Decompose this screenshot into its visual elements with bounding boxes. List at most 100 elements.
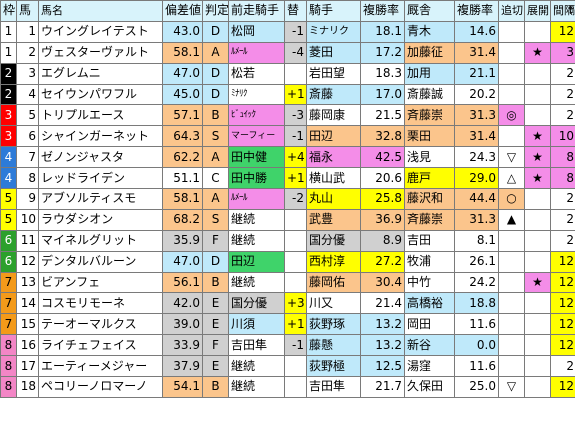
sort-arrow-icon[interactable]: ↑: [565, 4, 575, 17]
cell-umaban: 16: [16, 334, 39, 357]
table-row[interactable]: 3 5 トリプルエース 57.1 B ﾋﾞｭｲｯｸ -3 藤岡康 21.5 斉藤崇 31.3 ◎ 2: [0, 104, 575, 127]
cell-stable: 久保田: [404, 376, 455, 398]
header-stable[interactable]: 厩舎: [404, 0, 455, 22]
table-row[interactable]: 7 13 ビアンフェ 56.1 B 継続 藤岡佑 30.4 中竹 24.2 ★ 12: [0, 271, 575, 294]
cell-stable-rate: 0.0: [454, 334, 499, 357]
cell-rank: F: [202, 229, 229, 252]
cell-oikiri: [498, 62, 525, 85]
table-row[interactable]: 8 18 ペコリーノロマーノ 54.1 B 継続 吉田隼 21.7 久保田 25.0 ▽ 12: [0, 376, 575, 398]
cell-rank: D: [202, 250, 229, 273]
cell-stable-rate: 25.0: [454, 376, 499, 398]
table-row[interactable]: 3 6 シャインガーネット 64.3 S マーフィー -1 田辺 32.8 栗田 31.4 ★ 10: [0, 125, 575, 148]
cell-waku: 5: [0, 188, 17, 210]
header-change[interactable]: 替: [284, 0, 307, 22]
table-row[interactable]: 1 2 ヴェスターヴァルト 58.1 A ﾙﾒｰﾙ -4 菱田 17.2 加藤征 31.4 ★ 3: [0, 41, 575, 64]
cell-stable-rate: 20.2: [454, 83, 499, 106]
table-row[interactable]: 5 10 ラウダシオン 68.2 S 継続 武豊 36.9 斉藤崇 31.3 ▲ 2: [0, 208, 575, 231]
table-row[interactable]: 8 17 エーティーメジャー 37.9 E 継続 荻野極 12.5 湯窪 11.6 2: [0, 355, 575, 378]
cell-kankaku: 12: [550, 292, 575, 315]
cell-tenkai: [524, 376, 551, 398]
cell-score: 56.1: [162, 271, 203, 294]
table-row[interactable]: 6 12 デンタルバルーン 47.0 D 田辺 西村淳 27.2 牧浦 26.1 12: [0, 250, 575, 273]
table-row[interactable]: 7 14 コスモリモーネ 42.0 E 国分優 +3 川又 21.4 高橋裕 18.8 12: [0, 292, 575, 315]
header-rank[interactable]: 判定: [202, 0, 229, 22]
cell-horse-name: ペコリーノロマーノ: [38, 376, 163, 398]
cell-change: [284, 229, 307, 252]
cell-horse-name: ウイングレイテスト: [38, 20, 163, 43]
table-row[interactable]: 7 15 テーオーマルクス 39.0 E 川須 +1 荻野琢 13.2 岡田 11.6 12: [0, 313, 575, 336]
cell-score: 47.0: [162, 62, 203, 85]
cell-stable-rate: 29.0: [454, 167, 499, 190]
table-row[interactable]: 4 8 レッドライデン 51.1 C 田中勝 +1 横山武 20.6 鹿戸 29.0 △ ★ 8: [0, 167, 575, 190]
cell-stable: 加用: [404, 62, 455, 85]
header-jockey-rate[interactable]: 複勝率: [360, 0, 405, 22]
cell-umaban: 9: [16, 188, 39, 210]
header-umaban[interactable]: 馬: [16, 0, 39, 22]
cell-jockey: 西村淳: [306, 250, 361, 273]
cell-change: [284, 355, 307, 378]
cell-umaban: 12: [16, 250, 39, 273]
cell-jockey-rate: 18.3: [360, 62, 405, 85]
header-jockey[interactable]: 騎手: [306, 0, 361, 22]
cell-stable-rate: 44.4: [454, 188, 499, 210]
cell-tenkai: [524, 334, 551, 357]
cell-stable-rate: 31.4: [454, 125, 499, 148]
cell-rank: E: [202, 292, 229, 315]
cell-waku: 8: [0, 334, 17, 357]
cell-waku: 3: [0, 104, 17, 127]
cell-stable-rate: 21.1: [454, 62, 499, 85]
cell-horse-name: マイネルグリット: [38, 229, 163, 252]
cell-umaban: 2: [16, 41, 39, 64]
cell-stable: 斉藤崇: [404, 208, 455, 231]
header-prev-jockey[interactable]: 前走騎手: [228, 0, 285, 22]
cell-stable-rate: 31.4: [454, 41, 499, 64]
table-row[interactable]: 4 7 ゼノンジャスタ 62.2 A 田中健 +4 福永 42.5 浅見 24.3 ▽ ★ 8: [0, 146, 575, 169]
cell-stable-rate: 31.3: [454, 208, 499, 231]
table-row[interactable]: 8 16 ライチェフェイス 33.9 F 吉田隼 -1 藤懸 13.2 新谷 0.0 12: [0, 334, 575, 357]
cell-stable: 牧浦: [404, 250, 455, 273]
cell-jockey: 国分優: [306, 229, 361, 252]
cell-oikiri: [498, 334, 525, 357]
cell-umaban: 4: [16, 83, 39, 106]
cell-rank: F: [202, 334, 229, 357]
cell-tenkai: [524, 188, 551, 210]
cell-jockey: 武豊: [306, 208, 361, 231]
header-waku[interactable]: 枠: [0, 0, 17, 22]
header-tenkai[interactable]: 展開: [524, 0, 551, 22]
cell-change: +1: [284, 83, 307, 106]
table-row[interactable]: 2 3 エグレムニ 47.0 D 松若 岩田望 18.3 加用 21.1 2: [0, 62, 575, 85]
cell-oikiri: [498, 313, 525, 336]
cell-kankaku: 2: [550, 188, 575, 210]
cell-stable-rate: 11.6: [454, 313, 499, 336]
table-row[interactable]: 5 9 アブソルティスモ 58.1 A ﾙﾒｰﾙ -2 丸山 25.8 藤沢和 44.4 ○ 2: [0, 188, 575, 210]
cell-rank: A: [202, 146, 229, 169]
cell-change: -2: [284, 188, 307, 210]
cell-stable-rate: 18.8: [454, 292, 499, 315]
cell-oikiri: ▽: [498, 146, 525, 169]
cell-jockey: 岩田望: [306, 62, 361, 85]
table-row[interactable]: 2 4 セイウンパワフル 45.0 D ﾐﾅﾘｸ +1 斎藤 17.0 斎藤誠 20.2 2: [0, 83, 575, 106]
cell-horse-name: エーティーメジャー: [38, 355, 163, 378]
cell-umaban: 5: [16, 104, 39, 127]
cell-prev-jockey: 継続: [228, 229, 285, 252]
table-row[interactable]: 6 11 マイネルグリット 35.9 F 継続 国分優 8.9 吉田 8.1 2: [0, 229, 575, 252]
cell-jockey: 横山武: [306, 167, 361, 190]
cell-jockey-rate: 17.2: [360, 41, 405, 64]
cell-kankaku: 8: [550, 146, 575, 169]
table-row[interactable]: 1 1 ウイングレイテスト 43.0 D 松岡 -1 ミナリク 18.1 青木 14.6 12: [0, 20, 575, 43]
header-score[interactable]: 偏差値: [162, 0, 203, 22]
header-oikiri[interactable]: 追切: [498, 0, 525, 22]
cell-oikiri: [498, 271, 525, 294]
cell-prev-jockey: 田辺: [228, 250, 285, 273]
cell-tenkai: [524, 229, 551, 252]
header-stable-rate[interactable]: 複勝率: [454, 0, 499, 22]
header-kankaku[interactable]: 間隔 ↑: [550, 0, 575, 22]
cell-waku: 1: [0, 41, 17, 64]
cell-stable: 湯窪: [404, 355, 455, 378]
cell-jockey-rate: 36.9: [360, 208, 405, 231]
header-horse-name[interactable]: 馬名: [38, 0, 163, 22]
cell-tenkai: ★: [524, 41, 551, 64]
cell-umaban: 3: [16, 62, 39, 85]
cell-rank: A: [202, 188, 229, 210]
cell-waku: 6: [0, 250, 17, 273]
